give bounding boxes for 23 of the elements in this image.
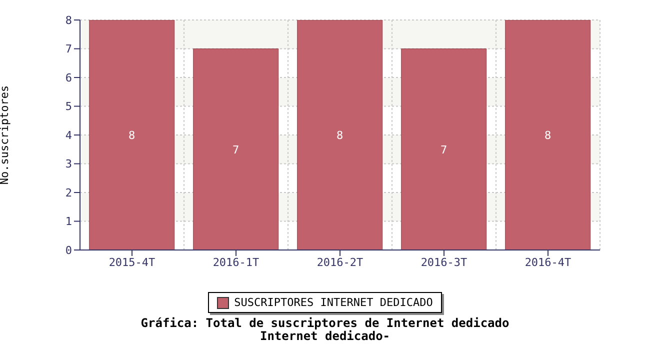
y-axis-title: No.suscriptores [0,85,11,185]
x-tick-label: 2015-4T [108,256,156,269]
x-tick-label: 2016-3T [420,256,468,269]
data-label: 8 [128,128,136,142]
y-tick-label: 1 [65,215,72,228]
y-tick-label: 4 [65,128,72,142]
text: Gráfica: Total de suscriptores de Internet dedicado [140,316,510,330]
x-tick-label: 2016-4T [524,256,572,269]
data-label: 8 [336,128,344,142]
x-tick-label: 2016-2T [316,256,364,269]
text: SUSCRIPTORES INTERNET DEDICADO [233,296,433,309]
x-tick-label: 2016-1T [212,256,260,269]
y-tick-label: 3 [65,158,72,171]
y-tick-label: 8 [65,14,72,27]
y-tick-label: 6 [65,71,72,84]
y-tick-label: 7 [65,42,72,56]
y-tick-label: 0 [65,244,72,257]
y-tick-label: 2 [65,186,72,200]
data-label: 7 [440,143,448,156]
text: Internet dedicado- [258,329,392,343]
data-label: 7 [232,143,240,156]
y-tick-label: 5 [65,100,72,114]
data-label: 8 [544,128,552,142]
